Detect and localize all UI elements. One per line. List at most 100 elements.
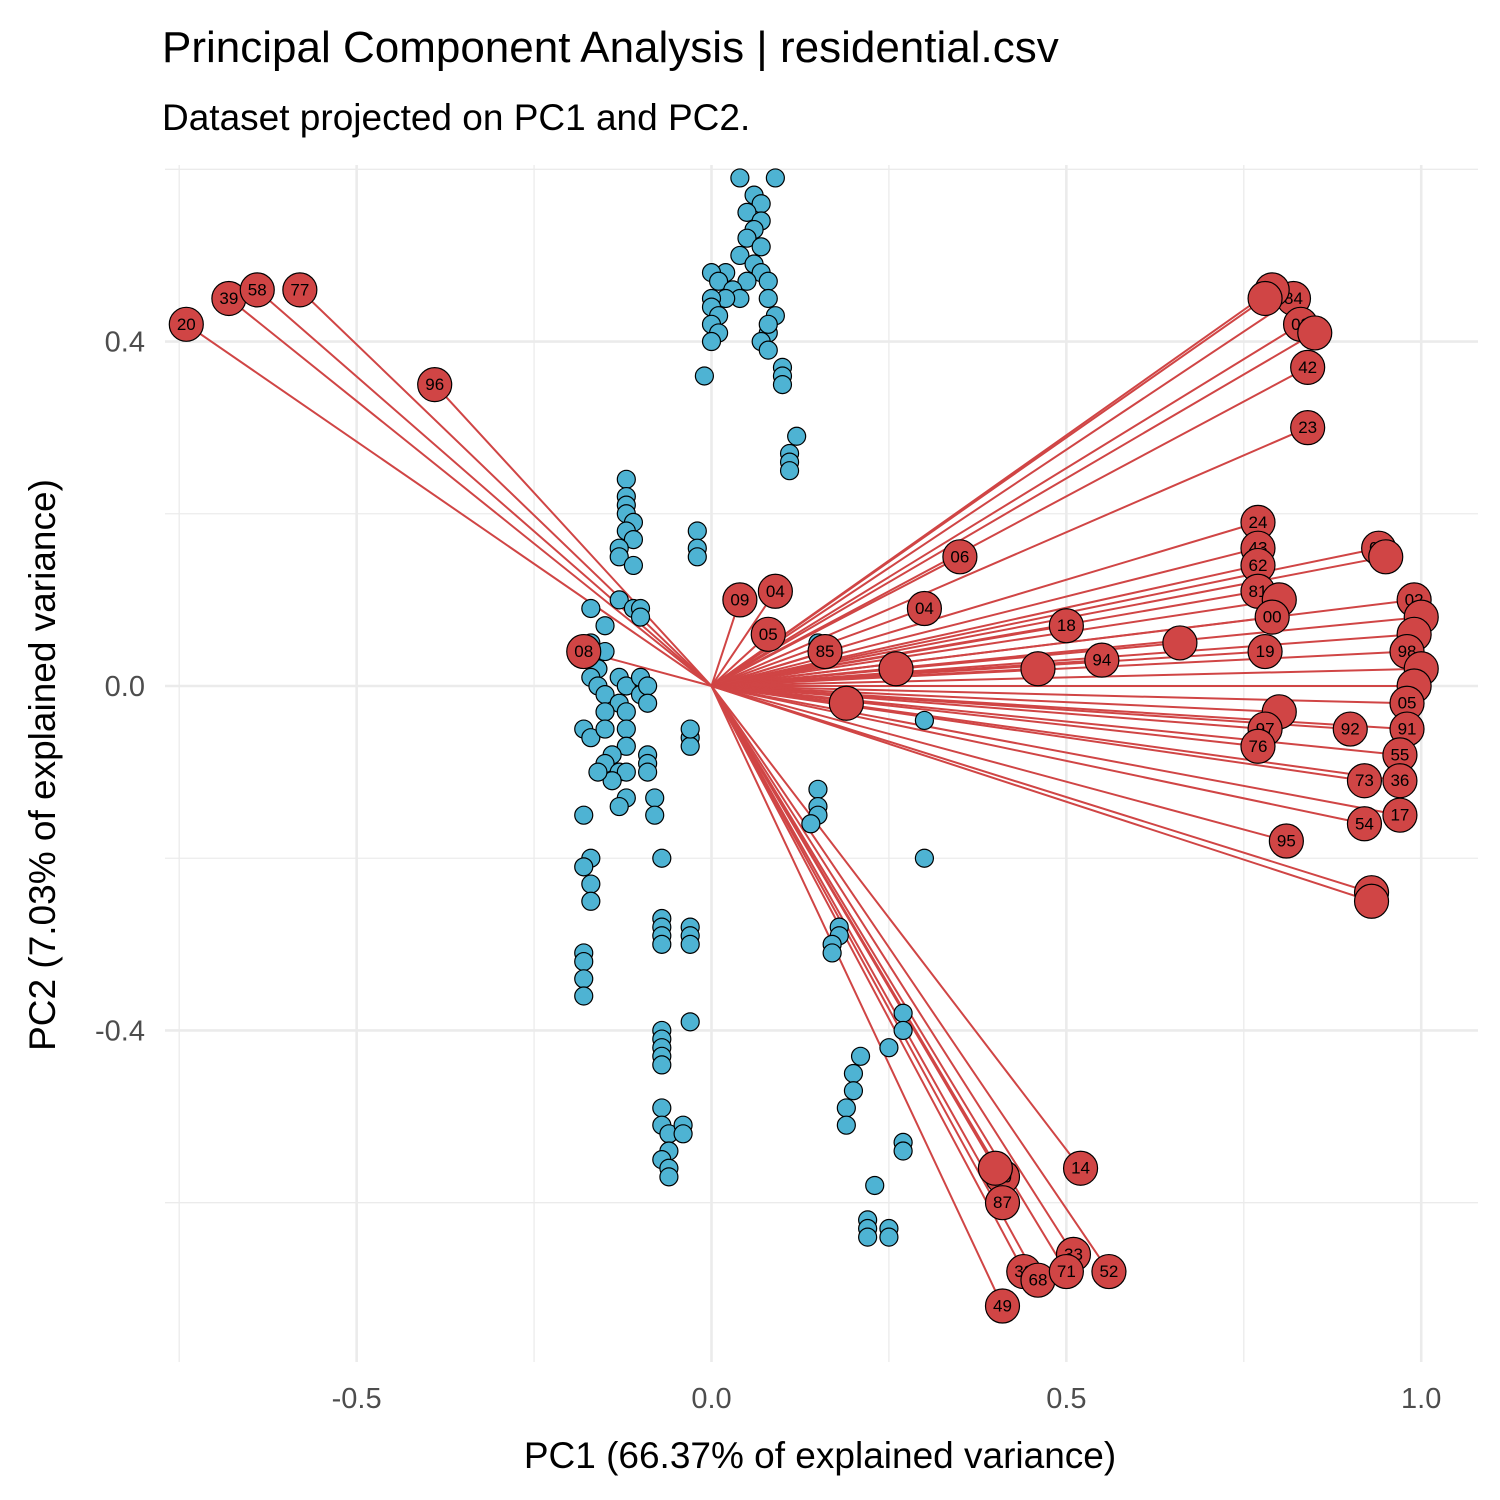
loading-label-text: 71 <box>1057 1262 1076 1281</box>
observation-point <box>602 771 622 791</box>
loading-label <box>828 685 864 721</box>
loading-label-text: 91 <box>1398 720 1417 739</box>
x-tick-label: 0.0 <box>691 1383 731 1415</box>
observation-point <box>581 891 601 911</box>
observation-point <box>581 598 601 619</box>
loading-label-text: 94 <box>1092 651 1111 670</box>
observation-point <box>638 676 658 696</box>
loading-label <box>1297 315 1333 351</box>
observation-point <box>652 848 672 868</box>
loading-arrow <box>711 426 1309 687</box>
loading-label: 06 <box>942 539 978 575</box>
loading-label-marker <box>1048 608 1084 644</box>
loading-label-marker <box>1247 633 1283 670</box>
x-tick-label: -0.5 <box>332 1383 382 1415</box>
loading-label-text: 49 <box>993 1297 1012 1316</box>
loading-label-marker <box>977 1150 1013 1186</box>
observation-point <box>737 228 757 248</box>
loading-label <box>1368 539 1404 575</box>
loading-label-text: 55 <box>1390 745 1409 764</box>
loading-label-text: 20 <box>177 315 196 334</box>
observation-point <box>787 426 807 446</box>
observation-point <box>843 1081 864 1101</box>
loading-label-text: 04 <box>915 599 934 618</box>
loading-label: 05 <box>1389 685 1425 721</box>
observation-point <box>574 805 594 825</box>
loading-arrow <box>710 297 1295 687</box>
observation-point <box>616 702 636 722</box>
loading-arrow <box>711 598 1280 687</box>
loading-label-marker <box>282 272 318 308</box>
observation-point <box>616 676 636 696</box>
loading-label-text: 24 <box>1249 513 1268 532</box>
loading-label-marker <box>1332 711 1368 747</box>
x-axis-title: PC1 (66.37% of explained variance) <box>524 1435 1116 1476</box>
loading-label-text: 00 <box>1263 608 1282 627</box>
loading-arrow <box>433 383 713 687</box>
observation-point <box>893 1141 913 1161</box>
observation-point <box>616 736 636 756</box>
loading-label-marker <box>1346 806 1383 842</box>
loading-arrow <box>228 297 713 687</box>
loading-arrow <box>711 521 1259 687</box>
loading-label-text: 76 <box>1249 737 1268 756</box>
y-tick-label: -0.4 <box>95 1015 145 1047</box>
loading-label-marker <box>757 573 793 609</box>
loading-label: 49 <box>984 1288 1021 1324</box>
loading-arrow <box>711 616 1422 687</box>
loading-label-marker <box>828 685 864 721</box>
observation-point <box>879 1227 899 1247</box>
observation-point <box>574 986 594 1006</box>
loading-label <box>1353 883 1390 919</box>
observation-point <box>708 271 729 291</box>
observation-point <box>680 736 700 756</box>
loading-label-text: 06 <box>950 547 969 566</box>
loading-label-marker <box>906 590 943 627</box>
loading-label-text: 73 <box>1355 771 1374 790</box>
observation-point <box>595 616 615 636</box>
loading-label-text: 77 <box>290 280 309 299</box>
loading-label-marker <box>878 651 914 687</box>
loading-label-marker <box>1062 1150 1099 1186</box>
loading-label-text: 92 <box>1341 720 1360 739</box>
loading-label-text: 85 <box>816 642 835 661</box>
observation-point <box>843 1063 864 1084</box>
loading-arrow <box>711 685 1372 903</box>
loading-label-marker <box>942 539 978 575</box>
loading-label: 71 <box>1048 1253 1084 1290</box>
loading-label-text: 19 <box>1256 642 1275 661</box>
observation-point <box>673 1124 693 1144</box>
loading-label-marker <box>1162 625 1198 661</box>
loading-label <box>1247 280 1283 317</box>
observation-point <box>574 951 594 972</box>
loading-label: 00 <box>1254 599 1290 635</box>
loading-arrow <box>711 685 1372 894</box>
loading-label: 87 <box>984 1185 1021 1221</box>
observation-point <box>858 1227 878 1247</box>
loading-arrow <box>711 685 1401 817</box>
loading-label: 14 <box>1062 1150 1099 1186</box>
loading-label-marker <box>1382 797 1418 833</box>
observation-point <box>609 590 629 610</box>
loading-label-marker <box>1254 599 1290 635</box>
loading-label: 42 <box>1290 349 1326 385</box>
observation-point <box>595 719 615 739</box>
loading-arrow <box>710 590 777 687</box>
loading-label: 17 <box>1382 797 1418 833</box>
loading-label-marker <box>807 633 843 670</box>
loading-arrow <box>710 685 997 1169</box>
loading-label: 92 <box>1332 711 1368 747</box>
observation-point <box>680 719 700 739</box>
loading-arrow <box>711 366 1309 687</box>
loading-label: 24 <box>1240 504 1276 540</box>
loading-label: 04 <box>906 590 943 627</box>
loading-label: 20 <box>168 306 204 342</box>
loading-arrow <box>711 684 1351 731</box>
loading-label-text: 05 <box>759 625 778 644</box>
loading-arrow <box>711 685 1401 782</box>
observation-point <box>687 547 707 567</box>
loading-arrow <box>710 685 1075 1255</box>
loading-arrow <box>256 289 713 687</box>
loading-label-text: 95 <box>1277 832 1296 851</box>
